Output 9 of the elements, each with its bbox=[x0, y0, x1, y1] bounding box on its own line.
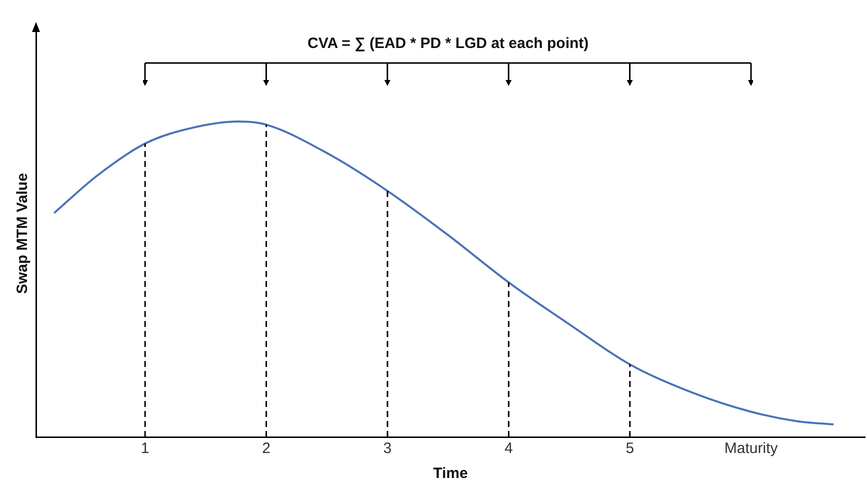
x-tick-label: 2 bbox=[262, 440, 270, 458]
x-tick-label: 3 bbox=[383, 440, 392, 458]
x-tick-label: 5 bbox=[626, 440, 634, 458]
x-tick-label: Maturity bbox=[724, 440, 778, 458]
y-axis-title: Swap MTM Value bbox=[14, 173, 32, 294]
x-axis-title: Time bbox=[433, 465, 468, 482]
x-tick-label: 4 bbox=[504, 440, 513, 458]
x-tick-label: 1 bbox=[140, 440, 150, 458]
text: CVA = ∑ (EAD * PD * LGD at each point) bbox=[308, 35, 589, 52]
